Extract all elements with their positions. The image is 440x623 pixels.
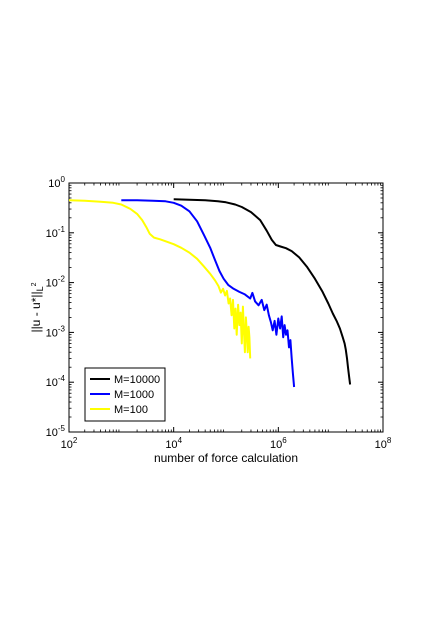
legend-label: M=100	[114, 404, 148, 416]
x-tick-label-exponent: 2	[73, 436, 78, 445]
y-axis-label-superscript: 2	[31, 282, 38, 286]
x-tick-label: 108	[375, 436, 392, 451]
series-line-m-10000	[173, 198, 352, 385]
y-tick-label-exponent: -1	[58, 225, 66, 234]
x-tick-label-exponent: 6	[282, 436, 287, 445]
legend-label: M=1000	[114, 389, 154, 401]
x-tick-label-base: 10	[61, 439, 73, 451]
y-tick-label: 10-5	[46, 424, 66, 439]
y-tick-label: 10-4	[46, 374, 66, 389]
y-axis-label: ||u - u*||L2	[29, 282, 45, 332]
series-layer	[68, 198, 352, 388]
y-tick-label-exponent: -4	[58, 374, 66, 383]
y-axis-label-main: ||u - u*||	[29, 291, 43, 332]
y-tick-label: 10-1	[46, 225, 66, 240]
y-tick-label-exponent: -3	[58, 324, 66, 333]
legend: M=10000 M=1000 M=100	[84, 367, 166, 422]
y-tick-label-base: 10	[46, 327, 58, 339]
y-tick-label-base: 10	[46, 427, 58, 439]
x-tick-label: 102	[61, 436, 78, 451]
legend-label: M=10000	[114, 374, 160, 386]
x-tick-label: 104	[165, 436, 182, 451]
y-tick-label-exponent: -2	[58, 275, 66, 284]
y-tick-label-exponent: 0	[61, 175, 66, 184]
x-tick-label: 106	[270, 436, 287, 451]
x-tick-label-exponent: 4	[178, 436, 183, 445]
x-tick-label-base: 10	[375, 439, 387, 451]
y-axis-label-subscript: L	[35, 286, 45, 291]
series-line-m-1000	[121, 199, 296, 388]
y-tick-label-base: 10	[46, 377, 58, 389]
y-tick-label: 10-3	[46, 324, 66, 339]
series-line-m-100	[68, 199, 252, 359]
x-tick-label-base: 10	[270, 439, 282, 451]
x-tick-label-base: 10	[165, 439, 177, 451]
x-axis-label: number of force calculation	[154, 451, 298, 465]
y-tick-label-base: 10	[46, 278, 58, 290]
y-tick-label-base: 10	[46, 228, 58, 240]
y-tick-label: 100	[48, 175, 65, 190]
y-tick-label-base: 10	[48, 178, 60, 190]
y-tick-label-exponent: -5	[58, 424, 66, 433]
x-tick-label-exponent: 8	[387, 436, 392, 445]
y-tick-label: 10-2	[46, 275, 66, 290]
